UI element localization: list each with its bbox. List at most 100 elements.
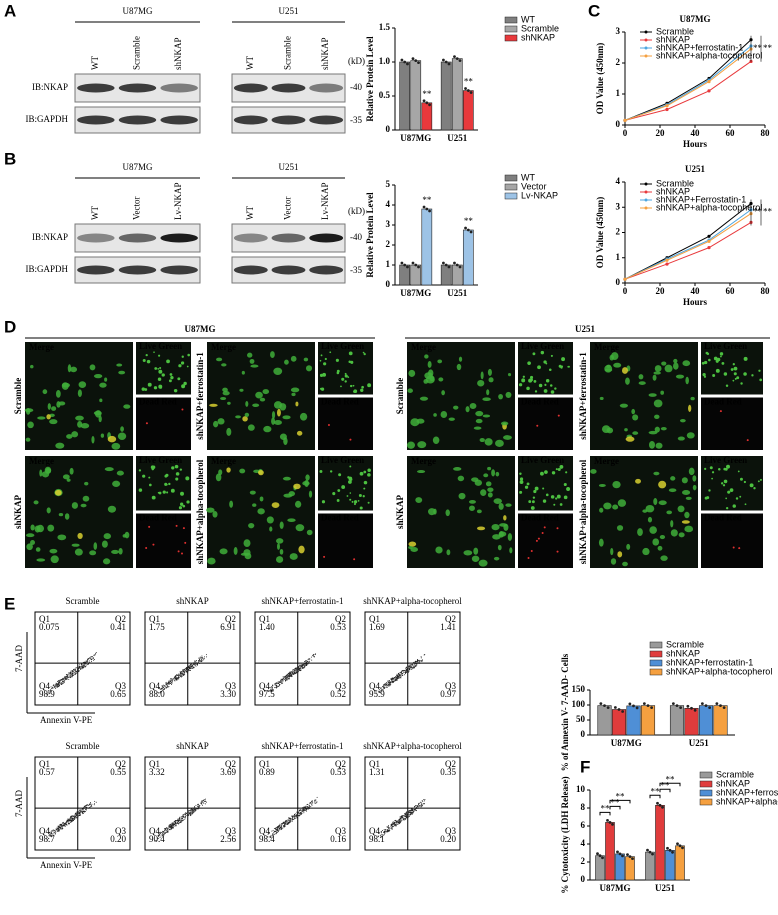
- cell: [178, 506, 183, 510]
- event: [72, 820, 74, 822]
- event: [55, 687, 57, 689]
- event: [299, 667, 301, 669]
- replicate-dot: [422, 99, 426, 103]
- event: [385, 686, 387, 688]
- event: [160, 835, 162, 837]
- event: [164, 686, 166, 688]
- cell: [740, 382, 743, 385]
- condition-label: Scramble: [395, 378, 405, 415]
- event: [298, 669, 300, 671]
- quadrant-value: 3.30: [220, 689, 236, 699]
- cell: [453, 405, 459, 410]
- replicate-dot: [444, 60, 448, 64]
- cell: [537, 537, 540, 540]
- event: [70, 670, 72, 672]
- cell: [242, 416, 248, 422]
- cell: [503, 515, 507, 521]
- legend-swatch: [504, 34, 518, 42]
- cell: [209, 403, 218, 407]
- cell: [529, 375, 534, 380]
- cell: [625, 377, 630, 385]
- event: [79, 664, 81, 666]
- y-tick-label: 1.0: [379, 56, 391, 66]
- cell: [319, 359, 322, 362]
- cell: [248, 523, 255, 529]
- cell: [99, 398, 103, 403]
- event: [282, 827, 284, 829]
- event: [290, 672, 292, 674]
- quadrant-value: 0.52: [330, 689, 346, 699]
- event: [202, 659, 204, 661]
- legend-marker: [644, 54, 648, 58]
- cell: [519, 477, 524, 481]
- event: [197, 663, 199, 665]
- event: [67, 818, 69, 820]
- event: [86, 659, 88, 661]
- event: [192, 667, 194, 669]
- event: [275, 828, 277, 830]
- event: [282, 821, 284, 823]
- event: [74, 668, 76, 670]
- event: [60, 683, 62, 685]
- event: [57, 686, 59, 688]
- event: [185, 816, 187, 818]
- channel-label: Live Green: [139, 341, 182, 351]
- cell: [550, 354, 553, 357]
- event: [162, 684, 164, 686]
- cell: [718, 468, 721, 471]
- cell: [303, 357, 309, 362]
- event: [95, 801, 97, 803]
- event: [385, 828, 387, 830]
- event: [69, 672, 71, 674]
- quadrant-name: Q3: [335, 681, 346, 691]
- quadrant-name: Q1: [149, 614, 160, 624]
- event: [83, 662, 85, 664]
- event: [275, 687, 277, 689]
- y-axis-label: OD Value (450nm): [595, 43, 605, 115]
- event: [60, 827, 62, 829]
- cell: [487, 487, 494, 493]
- cell: [207, 557, 216, 565]
- event: [387, 680, 389, 682]
- event: [62, 822, 64, 824]
- event: [388, 829, 390, 831]
- cell: [498, 393, 503, 400]
- event: [180, 821, 182, 823]
- flow-frame: [34, 611, 131, 706]
- event: [378, 691, 380, 693]
- cell: [647, 516, 653, 523]
- event: [307, 663, 309, 665]
- cell: [678, 532, 685, 538]
- cell: [89, 550, 97, 556]
- replicate-dot: [466, 228, 470, 232]
- event: [284, 678, 286, 680]
- event: [293, 673, 295, 675]
- cell: [746, 439, 749, 442]
- event: [397, 679, 399, 681]
- cell: [550, 495, 555, 499]
- event: [83, 808, 85, 810]
- cell: [175, 524, 178, 527]
- dead-image: [518, 513, 573, 568]
- cell: [556, 527, 559, 530]
- event: [307, 658, 309, 660]
- event: [396, 673, 398, 675]
- event: [413, 666, 415, 668]
- cell: [179, 502, 184, 506]
- event: [397, 676, 399, 678]
- event: [190, 809, 192, 811]
- event: [282, 680, 284, 682]
- significance: **: [666, 774, 676, 784]
- quadrant-name: Q2: [335, 614, 346, 624]
- bar: [440, 61, 452, 131]
- event: [164, 832, 166, 834]
- event: [295, 671, 297, 673]
- cell: [624, 428, 628, 432]
- event: [384, 687, 386, 689]
- legend-label: shNKAP: [656, 186, 690, 196]
- event: [312, 802, 314, 804]
- event: [53, 687, 55, 689]
- cell: [709, 466, 713, 470]
- event: [81, 809, 83, 811]
- event: [303, 812, 305, 814]
